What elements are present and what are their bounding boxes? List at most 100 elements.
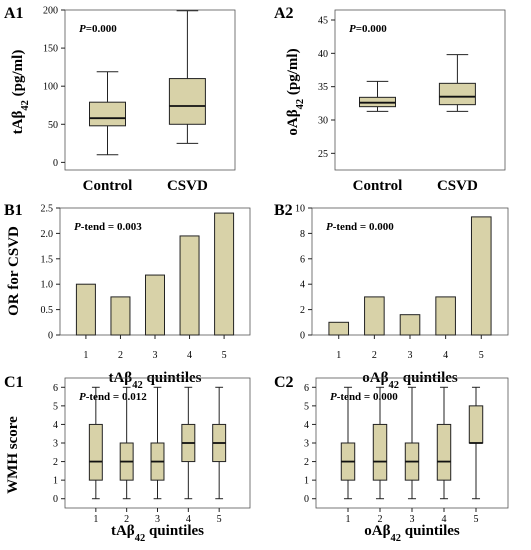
- iqr-box: [438, 82, 476, 106]
- y-tick-label: 40: [318, 49, 328, 60]
- x-category-label: CSVD: [437, 178, 478, 194]
- x-tick-label: 1: [346, 514, 351, 525]
- y-tick-label: 6: [53, 383, 58, 394]
- y-tick-label: 2: [304, 457, 309, 468]
- x-tick-label: 3: [153, 350, 158, 361]
- iqr-box: [436, 423, 452, 481]
- panel-label: C1: [4, 374, 24, 391]
- y-tick-label: 200: [43, 6, 58, 17]
- y-tick-label: 50: [48, 120, 58, 131]
- box-5: [212, 386, 227, 500]
- box-1: [359, 80, 396, 112]
- bar: [364, 296, 385, 336]
- y-tick-label: 0: [304, 494, 309, 505]
- x-tick-label: 5: [474, 514, 479, 525]
- panel-c2: C2 0 1 2 3 4 5 6 P-tend = 0.000 1 2 3 4 5 oAβ42 quinti…: [274, 374, 509, 544]
- box-2: [168, 10, 206, 144]
- x-category-label: Control: [353, 178, 403, 194]
- x-tick-label: 4: [442, 514, 447, 525]
- y-tick-label: 2.0: [41, 229, 54, 240]
- x-tick-label: 5: [479, 350, 484, 361]
- x-category-label: Control: [83, 178, 133, 194]
- y-tick-label: 5: [304, 401, 309, 412]
- box-1: [340, 386, 356, 500]
- box-2: [438, 54, 476, 112]
- y-axis-label: tAβ42 (pg/ml): [10, 50, 31, 135]
- y-tick-label: 25: [318, 149, 328, 160]
- iqr-box: [89, 101, 126, 127]
- y-tick-label: 1: [53, 476, 58, 487]
- y-tick-label: 100: [43, 82, 58, 93]
- p-value-annotation: P-tend = 0.000: [326, 221, 394, 233]
- bar: [399, 314, 421, 336]
- plot-frame: [64, 9, 236, 171]
- y-tick-label: 0.5: [41, 305, 54, 316]
- bar: [328, 321, 350, 336]
- y-tick-label: 150: [43, 44, 58, 55]
- box-4: [436, 386, 452, 500]
- y-axis-label: oAβ42 (pg/ml): [285, 48, 306, 135]
- y-tick-label: 1.0: [41, 280, 54, 291]
- box-1: [89, 71, 126, 156]
- y-tick-label: 0: [300, 331, 305, 342]
- y-tick-label: 4: [304, 420, 309, 431]
- x-tick-label: 2: [372, 350, 377, 361]
- bar: [470, 216, 492, 336]
- bar: [75, 283, 96, 336]
- bar: [214, 212, 235, 336]
- p-value-annotation: P-tend = 0.003: [74, 221, 142, 233]
- y-tick-label: 10: [295, 204, 305, 215]
- y-tick-label: 6: [300, 254, 305, 265]
- y-tick-label: 4: [53, 420, 58, 431]
- x-tick-label: 1: [83, 350, 88, 361]
- x-tick-label: 2: [378, 514, 383, 525]
- x-tick-label: 1: [336, 350, 341, 361]
- box-4: [181, 386, 196, 500]
- y-axis-label: OR for CSVD: [6, 226, 22, 316]
- x-tick-label: 2: [124, 514, 129, 525]
- y-tick-label: 2: [300, 305, 305, 316]
- y-tick-label: 0: [48, 331, 53, 342]
- panel-label: B1: [4, 202, 23, 219]
- y-tick-label: 1.5: [41, 254, 54, 265]
- box-2: [119, 386, 134, 500]
- x-axis-label: tAβ42 quintiles: [111, 523, 204, 544]
- bar: [110, 296, 131, 336]
- y-tick-label: 1: [304, 476, 309, 487]
- y-tick-label: 45: [318, 16, 328, 27]
- x-tick-label: 3: [155, 514, 160, 525]
- bar: [435, 296, 456, 336]
- x-tick-label: 3: [408, 350, 413, 361]
- iqr-box: [468, 405, 484, 444]
- y-tick-label: 2: [53, 457, 58, 468]
- y-tick-label: 2.5: [41, 204, 54, 215]
- box-1: [88, 386, 103, 500]
- y-tick-label: 8: [300, 229, 305, 240]
- iqr-box: [372, 423, 388, 481]
- panel-b1: B1 0 0.5 1.0 1.5 2.0 2.5 OR for CSVD P-tend = 0.…: [4, 202, 251, 391]
- y-tick-label: 5: [53, 401, 58, 412]
- p-value-annotation: P-tend = 0.012: [79, 391, 147, 403]
- panel-a1: A1 0 50 100 150 200 tAβ42 (pg/ml) P=0.000 Contro…: [4, 5, 236, 194]
- iqr-box: [168, 78, 206, 125]
- y-tick-label: 4: [300, 280, 305, 291]
- p-value-annotation: P=0.000: [349, 23, 387, 35]
- panel-label: C2: [274, 374, 294, 391]
- panel-label: A2: [274, 5, 294, 22]
- x-tick-label: 2: [118, 350, 123, 361]
- y-tick-label: 0: [53, 158, 58, 169]
- panel-c1: C1 0 1 2 3 4 5 6 WMH score P-tend = 0.012 1 2 3 4 5 tAβ…: [4, 374, 251, 544]
- panel-label: B2: [274, 202, 293, 219]
- y-tick-label: 3: [53, 439, 58, 450]
- panel-a2: A2 25 30 35 40 45 oAβ42 (pg/ml) P=0.000 Control C…: [274, 5, 506, 194]
- x-tick-label: 5: [217, 514, 222, 525]
- box-3: [404, 386, 420, 500]
- x-tick-label: 4: [443, 350, 448, 361]
- y-tick-label: 0: [53, 494, 58, 505]
- y-tick-label: 3: [304, 439, 309, 450]
- y-tick-label: 6: [304, 383, 309, 394]
- panel-label: A1: [4, 5, 24, 22]
- iqr-box: [88, 423, 103, 481]
